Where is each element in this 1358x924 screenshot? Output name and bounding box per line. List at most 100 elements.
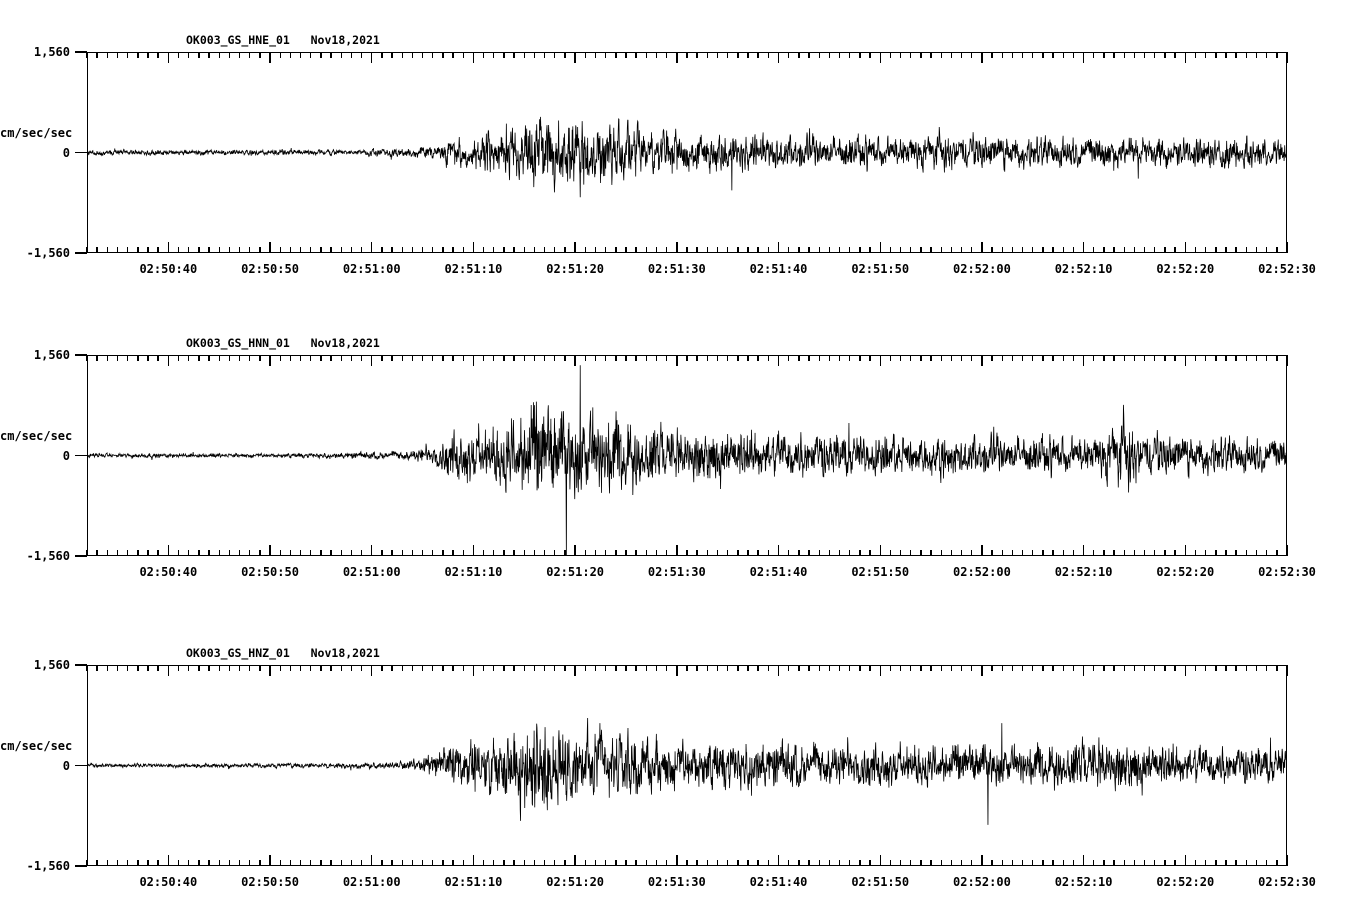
x-minor-tick-top — [1235, 52, 1237, 58]
x-minor-tick — [1113, 247, 1115, 253]
x-minor-tick-top — [523, 665, 525, 671]
x-minor-tick — [411, 550, 414, 556]
x-minor-tick-top — [665, 52, 668, 58]
x-minor-tick — [208, 860, 210, 866]
x-minor-tick — [625, 860, 627, 866]
x-minor-tick — [1052, 550, 1054, 556]
x-minor-tick — [299, 860, 302, 866]
x-minor-tick-top — [299, 52, 302, 58]
x-minor-tick-top — [798, 665, 800, 671]
x-minor-tick — [1164, 550, 1166, 556]
x-minor-tick-top — [1001, 355, 1003, 361]
x-minor-tick-top — [1204, 665, 1207, 671]
y-axis-tick-label: 1,560 — [33, 658, 70, 672]
x-minor-tick — [1255, 550, 1258, 556]
x-minor-tick-top — [503, 355, 505, 361]
x-minor-tick-top — [1164, 665, 1166, 671]
x-minor-tick — [818, 550, 820, 556]
x-minor-tick — [228, 550, 231, 556]
x-minor-tick-top — [462, 52, 464, 58]
x-major-tick-top — [777, 665, 780, 676]
x-minor-tick-top — [533, 52, 536, 58]
x-major-tick — [574, 855, 576, 866]
x-minor-tick — [1204, 860, 1207, 866]
x-minor-tick-top — [1245, 52, 1247, 58]
x-axis-label: 02:52:20 — [1156, 875, 1215, 889]
x-minor-tick — [218, 247, 220, 253]
x-minor-tick — [249, 550, 251, 556]
x-minor-tick — [1174, 860, 1176, 866]
x-minor-tick-top — [187, 355, 190, 361]
x-minor-tick-top — [787, 665, 790, 671]
x-minor-tick-top — [859, 355, 861, 361]
x-minor-tick-top — [1143, 665, 1146, 671]
x-minor-tick — [177, 247, 180, 253]
x-minor-tick — [1265, 550, 1268, 556]
x-minor-tick-top — [615, 355, 617, 361]
x-minor-tick — [381, 247, 383, 253]
x-minor-tick — [1123, 860, 1125, 866]
x-major-tick — [777, 242, 780, 253]
x-minor-tick-top — [533, 355, 536, 361]
x-minor-tick-top — [1255, 665, 1258, 671]
x-minor-tick — [838, 860, 841, 866]
y-tick — [75, 764, 87, 767]
x-minor-tick-top — [259, 355, 261, 361]
x-minor-tick-top — [1032, 52, 1034, 58]
x-minor-tick-top — [330, 665, 332, 671]
x-minor-tick — [838, 247, 841, 253]
x-major-tick-top — [879, 355, 881, 366]
x-minor-tick — [899, 247, 902, 253]
x-minor-tick — [645, 860, 647, 866]
x-minor-tick — [360, 550, 363, 556]
x-minor-tick — [360, 860, 363, 866]
x-major-tick — [1286, 855, 1288, 866]
x-major-tick-top — [269, 52, 271, 63]
x-minor-tick — [889, 247, 892, 253]
x-minor-tick-top — [421, 52, 424, 58]
x-minor-tick-top — [1215, 665, 1217, 671]
x-minor-tick — [1052, 860, 1054, 866]
x-minor-tick — [706, 247, 709, 253]
x-major-tick — [879, 242, 881, 253]
x-minor-tick — [279, 860, 281, 866]
x-minor-tick-top — [726, 52, 729, 58]
x-minor-tick — [828, 550, 831, 556]
x-minor-tick-top — [391, 52, 393, 58]
x-minor-tick-top — [869, 52, 871, 58]
x-minor-tick-top — [1052, 52, 1054, 58]
x-axis-label: 02:50:50 — [241, 565, 299, 579]
x-axis-label: 02:50:50 — [241, 875, 299, 889]
x-minor-tick — [828, 247, 831, 253]
x-minor-tick — [543, 550, 546, 556]
x-minor-tick-top — [940, 355, 942, 361]
x-minor-tick-top — [137, 52, 139, 58]
x-minor-tick — [1225, 550, 1227, 556]
x-minor-tick — [126, 550, 129, 556]
x-minor-tick — [1123, 247, 1125, 253]
x-minor-tick — [330, 247, 332, 253]
x-minor-tick-top — [360, 665, 363, 671]
x-minor-tick — [787, 247, 790, 253]
x-major-tick — [269, 545, 271, 556]
x-major-tick-top — [371, 355, 373, 366]
x-minor-tick-top — [1093, 52, 1095, 58]
x-minor-tick-top — [696, 665, 698, 671]
x-minor-tick-top — [971, 355, 973, 361]
x-minor-tick-top — [1011, 665, 1014, 671]
x-major-tick — [269, 242, 271, 253]
x-minor-tick — [564, 860, 566, 866]
y-axis-tick-label: -1,560 — [26, 859, 70, 873]
x-minor-tick-top — [1113, 355, 1115, 361]
x-minor-tick-top — [1245, 355, 1247, 361]
x-minor-tick — [1042, 860, 1044, 866]
x-major-tick-top — [574, 665, 576, 676]
x-minor-tick — [1093, 550, 1095, 556]
x-axis-label: 02:51:50 — [851, 565, 910, 579]
x-minor-tick — [838, 550, 841, 556]
x-minor-tick-top — [208, 355, 210, 361]
x-minor-tick — [655, 247, 658, 253]
x-major-tick — [676, 545, 678, 556]
x-minor-tick-top — [655, 355, 658, 361]
